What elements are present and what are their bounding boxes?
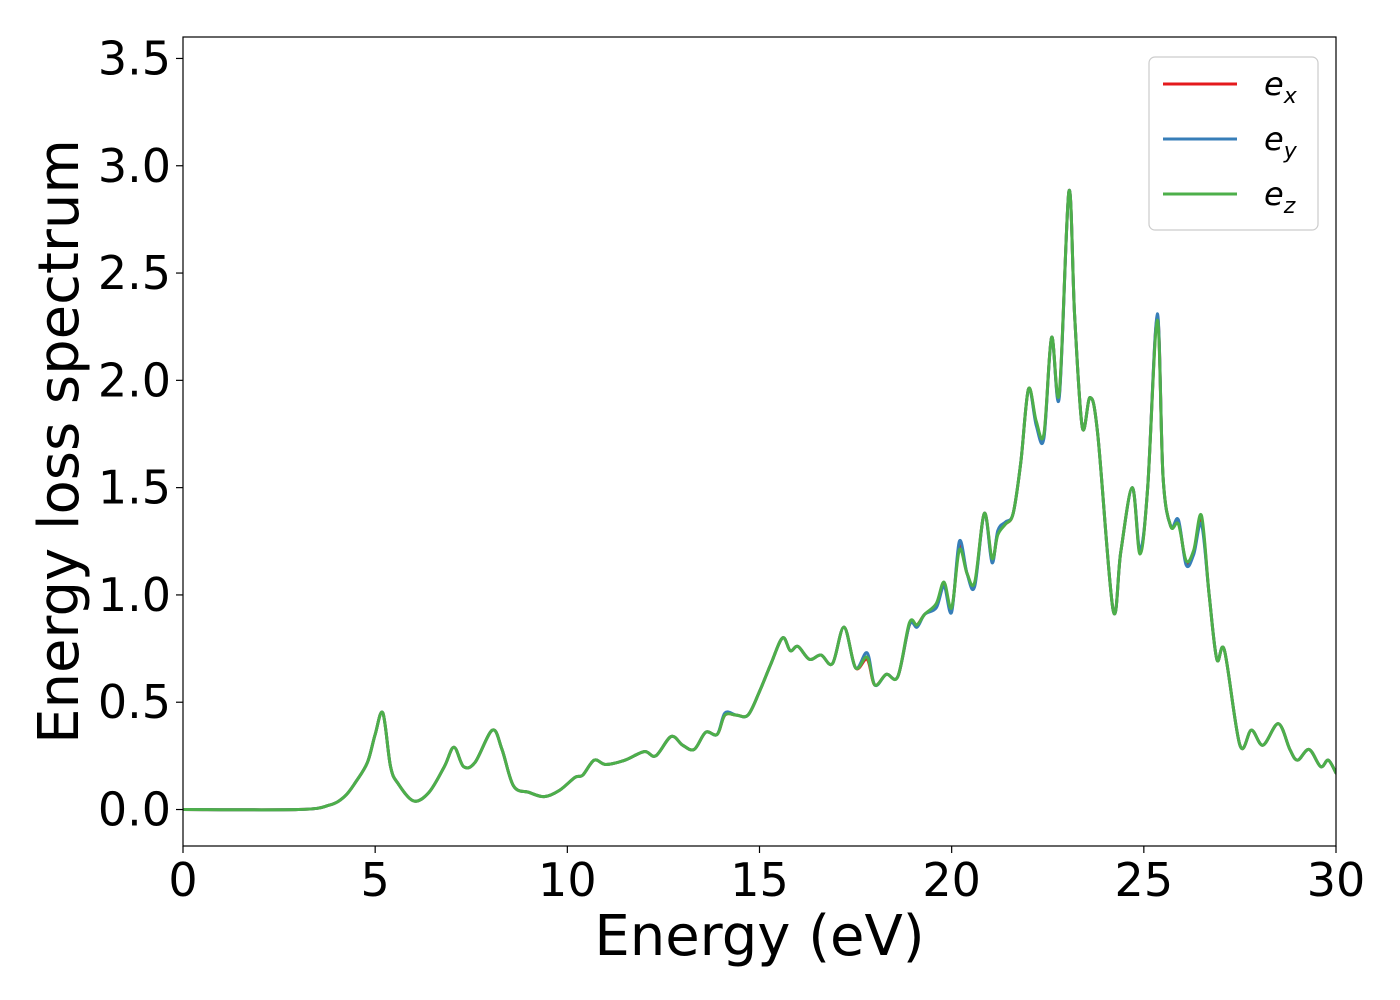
y-tick-label: 3.0 [98,139,171,193]
legend-label-ey: ey [1264,120,1298,164]
y-tick-label: 3.5 [98,31,171,85]
x-tick-label: 15 [730,853,789,907]
y-tick-label: 1.0 [98,568,171,622]
x-tick-label: 0 [168,853,197,907]
legend-label-sub: z [1283,194,1296,219]
series-line-e-z [183,188,1336,812]
y-axis-label: Energy loss spectrum [27,139,92,744]
x-tick-label: 10 [538,853,597,907]
legend-label-sub: x [1283,84,1298,109]
legend-box [1148,56,1319,231]
x-tick-label: 20 [922,853,981,907]
legend-label-base: e [1264,175,1284,213]
legend-label-ex: ex [1264,65,1298,109]
legend-label-ez: ez [1264,175,1296,219]
x-axis-label: Energy (eV) [594,904,924,969]
series-line-e-y [183,188,1336,812]
x-axis: 0 5 10 15 20 25 30 [168,846,1365,907]
y-tick-label: 0.0 [98,783,171,837]
legend-label-sub: y [1283,139,1298,164]
x-tick-label: 25 [1115,853,1174,907]
y-tick-label: 0.5 [98,675,171,729]
series-layer [183,188,1336,812]
y-tick-label: 2.5 [98,246,171,300]
y-tick-label: 2.0 [98,353,171,407]
legend-label-base: e [1264,120,1284,158]
y-tick-label: 1.5 [98,461,171,515]
x-tick-label: 5 [361,853,390,907]
x-tick-label: 30 [1307,853,1366,907]
y-axis: 0.0 0.5 1.0 1.5 2.0 2.5 3.0 3.5 [98,31,183,837]
legend-label-base: e [1264,65,1284,103]
series-line-e-x [183,188,1336,812]
